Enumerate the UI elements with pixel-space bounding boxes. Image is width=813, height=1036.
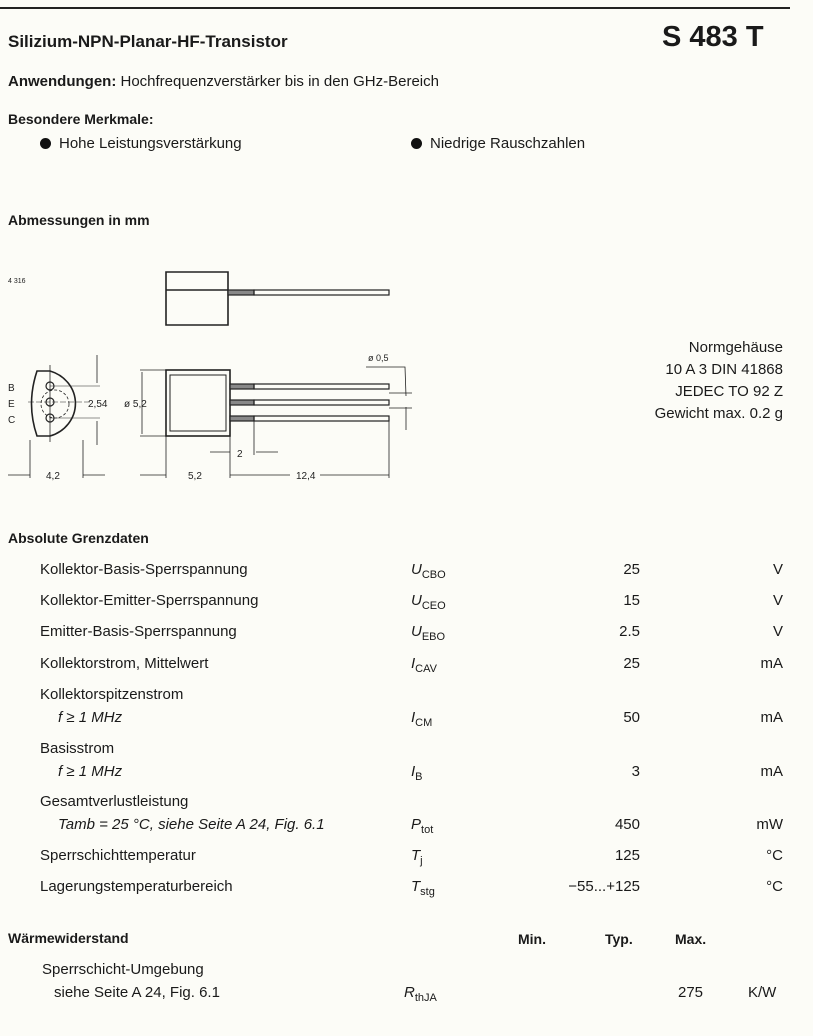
dimensions-heading: Abmessungen in mm [8, 212, 150, 228]
page-title: Silizium-NPN-Planar-HF-Transistor [8, 32, 288, 51]
applications: Anwendungen: Hochfrequenzverstärker bis … [8, 73, 439, 90]
rating-condition: Tamb = 25 °C, siehe Seite A 24, Fig. 6.1 [58, 816, 325, 833]
thermal-heading: Wärmewiderstand [8, 930, 129, 946]
rating-value: 50 [623, 709, 640, 726]
rating-value: 2.5 [619, 623, 640, 640]
rating-label: Basisstrom [40, 740, 115, 757]
top-rule [0, 7, 790, 9]
rating-unit: mA [760, 709, 784, 726]
rating-unit: °C [766, 847, 783, 864]
package-info: Normgehäuse 10 A 3 DIN 41868 JEDEC TO 92… [654, 339, 783, 422]
bullet-icon [40, 138, 51, 149]
drawing-code: 4 316 [8, 278, 26, 285]
rating-unit: V [772, 561, 783, 578]
feature-item: Hohe Leistungsverstärkung [40, 135, 242, 152]
rating-symbol: IB [411, 763, 423, 783]
rating-symbol: ICAV [411, 655, 437, 675]
rating-label: Gesamtverlustleistung [40, 793, 189, 810]
body-length-label: 5,2 [188, 471, 202, 482]
rating-value: 25 [623, 655, 640, 672]
rating-symbol: UCBO [411, 561, 446, 581]
applications-text: Hochfrequenzverstärker bis in den GHz-Be… [120, 73, 439, 90]
col-typ: Typ. [605, 931, 633, 947]
thermal-cond: siehe Seite A 24, Fig. 6.1 [54, 984, 220, 1001]
rating-unit: mW [756, 816, 783, 833]
rating-unit: °C [766, 878, 783, 895]
rating-label: Kollektorspitzenstrom [40, 686, 184, 703]
package-drawing: 4 316 B E C 2,54 4,2 ø 5,2 ø 0,5 2 5,2 1… [8, 271, 412, 482]
rating-condition: f ≥ 1 MHz [58, 763, 123, 780]
rating-symbol: UCEO [411, 592, 446, 612]
feature-item: Niedrige Rauschzahlen [411, 135, 585, 152]
rating-label: Kollektorstrom, Mittelwert [40, 655, 209, 672]
col-max: Max. [675, 931, 707, 947]
rating-symbol: Tstg [411, 878, 435, 898]
rating-value: 3 [631, 763, 640, 780]
rating-label: Sperrschichttemperatur [40, 847, 196, 864]
bullet-icon [411, 138, 422, 149]
rating-symbol: Ptot [411, 816, 434, 836]
thermal-max: 275 [678, 984, 704, 1001]
rating-value: −55...+125 [568, 878, 640, 895]
rating-label: Kollektor-Basis-Sperrspannung [40, 561, 248, 578]
rating-label: Kollektor-Emitter-Sperrspannung [40, 592, 259, 609]
rating-symbol: Tj [411, 847, 423, 867]
absolute-ratings-heading: Absolute Grenzdaten [8, 530, 149, 546]
rating-value: 15 [623, 592, 640, 609]
pitch-label: 2,54 [88, 399, 108, 410]
svg-text:E: E [8, 399, 15, 410]
rating-unit: V [772, 592, 783, 609]
width-label: 4,2 [46, 471, 60, 482]
part-number: S 483 T [662, 21, 764, 53]
applications-label: Anwendungen: [8, 73, 117, 90]
rating-value: 125 [614, 847, 640, 864]
svg-text:C: C [8, 415, 15, 426]
diameter-label: ø 5,2 [124, 399, 147, 410]
rating-unit: mA [760, 655, 784, 672]
thermal-label: Sperrschicht-Umgebung [42, 961, 204, 978]
lead-length-label: 12,4 [296, 471, 316, 482]
col-min: Min. [518, 931, 546, 947]
rating-label: Lagerungstemperaturbereich [40, 878, 233, 895]
rating-symbol: UEBO [411, 623, 446, 643]
rating-label: Emitter-Basis-Sperrspannung [40, 623, 237, 640]
rating-value: 450 [614, 816, 640, 833]
rating-symbol: ICM [411, 709, 433, 729]
lead-offset-label: 2 [237, 449, 243, 460]
rating-unit: V [772, 623, 783, 640]
svg-text:B: B [8, 383, 15, 394]
rating-value: 25 [623, 561, 640, 578]
features-heading: Besondere Merkmale: [8, 111, 154, 127]
thermal-symbol: RthJA [404, 984, 437, 1004]
lead-diameter-label: ø 0,5 [368, 353, 389, 363]
thermal-unit: K/W [748, 984, 777, 1001]
rating-condition: f ≥ 1 MHz [58, 709, 123, 726]
rating-unit: mA [760, 763, 784, 780]
